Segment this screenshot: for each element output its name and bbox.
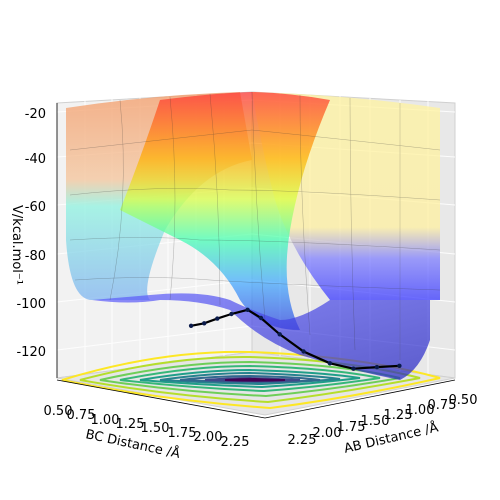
z-tick-label: -60	[25, 200, 46, 215]
z-tick-label: -40	[25, 152, 46, 167]
y-tick-label: 1.00	[406, 403, 435, 418]
contour-9	[224, 377, 286, 382]
trajectory-point	[202, 321, 207, 326]
y-tick-label: 0.75	[428, 398, 457, 413]
trajectory-point	[374, 364, 380, 370]
x-tick-label: 1.25	[116, 417, 145, 432]
y-tick-label: 0.50	[449, 393, 478, 408]
trajectory	[188, 307, 402, 371]
trajectory-line	[190, 308, 400, 370]
x-tick-label: 2.00	[194, 430, 223, 445]
y-tick-label: 1.50	[361, 414, 390, 429]
x-tick-label: 2.25	[221, 435, 250, 450]
trajectory-point	[258, 315, 264, 321]
contour-2	[79, 355, 421, 404]
trajectory-point	[277, 332, 282, 337]
x-tick-label: 0.75	[67, 408, 96, 423]
trajectory-point	[215, 316, 220, 321]
y-tick-label: 2.25	[288, 433, 317, 448]
contour-5	[139, 368, 361, 389]
contour-6	[159, 371, 341, 386]
y-tick-label: 1.75	[337, 420, 366, 435]
y-tick-label: 2.00	[313, 426, 342, 441]
trajectory-point	[397, 363, 402, 368]
trajectory-point	[301, 349, 306, 354]
trajectory-point	[327, 361, 333, 366]
contour-outer	[61, 350, 441, 410]
trajectory-point	[188, 323, 194, 328]
trajectory-point	[245, 307, 250, 312]
contour-4	[119, 364, 381, 393]
surface-ridge	[120, 92, 330, 330]
trajectory-point	[351, 366, 356, 371]
x-tick-label: 1.75	[168, 426, 197, 441]
z-tick-label: -80	[25, 249, 46, 264]
z-tick-label: -100	[16, 297, 46, 312]
y-tick-label: 1.25	[384, 408, 413, 423]
surface-mesh	[69, 91, 441, 360]
x-tick-label: 1.50	[141, 421, 170, 436]
z-tick-label: -20	[25, 107, 46, 122]
trajectory-point	[229, 311, 234, 317]
x-tick-label: 0.50	[44, 404, 73, 419]
z-tick-label: -120	[16, 345, 46, 360]
z-axis-label: V/kcal.mol⁻¹	[9, 205, 24, 285]
surface-valley-floor	[92, 293, 430, 380]
potential-surface	[66, 91, 441, 380]
x-tick-label: 1.00	[91, 413, 120, 428]
floor-contours	[61, 350, 441, 410]
z-axis: -20 -40 -60 -80 -100 -120 V/kcal.mol⁻¹	[9, 103, 58, 378]
